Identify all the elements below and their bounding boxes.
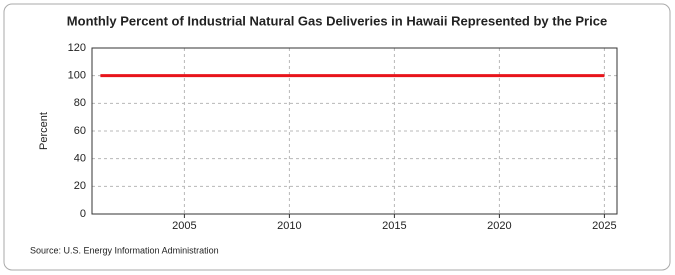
y-tick-label: 20: [74, 180, 86, 192]
x-tick-label: 2025: [592, 220, 616, 232]
y-tick-label: 60: [74, 125, 86, 137]
y-tick-label: 40: [74, 153, 86, 165]
plot-frame: [91, 47, 618, 215]
chart-frame: [3, 3, 671, 271]
chart-title: Monthly Percent of Industrial Natural Ga…: [67, 13, 607, 28]
y-tick-label: 100: [68, 70, 86, 82]
y-axis-label: Percent: [38, 112, 50, 150]
x-tick-label: 2010: [277, 220, 301, 232]
y-tick-label: 80: [74, 97, 86, 109]
y-tick-label: 0: [80, 208, 86, 220]
x-tick-label: 2005: [172, 220, 196, 232]
x-tick-label: 2020: [487, 220, 511, 232]
x-tick-label: 2015: [382, 220, 406, 232]
y-tick-label: 120: [68, 42, 86, 54]
source-note: Source: U.S. Energy Information Administ…: [30, 245, 219, 255]
